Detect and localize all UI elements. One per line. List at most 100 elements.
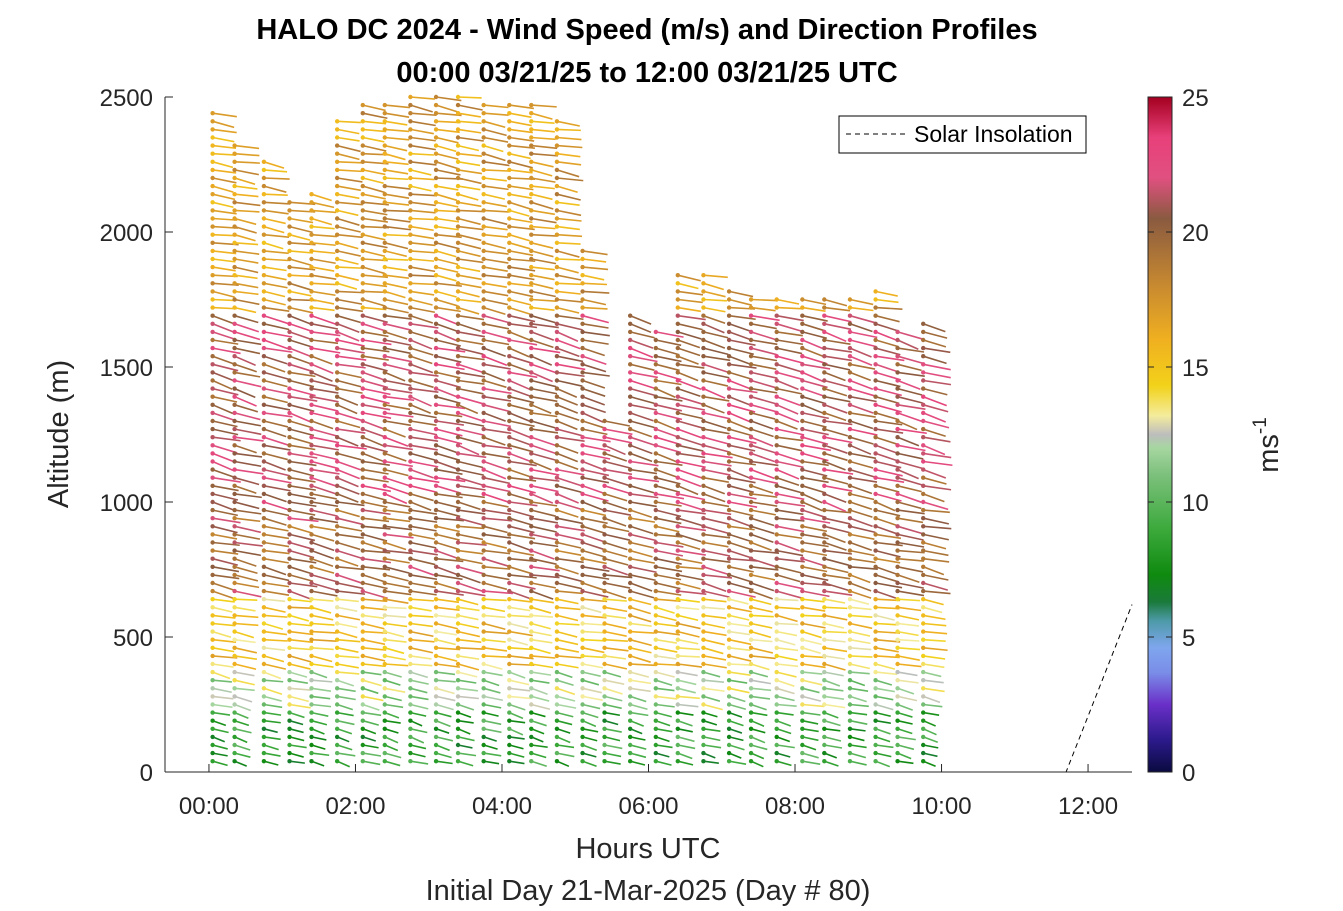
wind-vector-head	[873, 532, 878, 537]
wind-vector	[531, 574, 560, 579]
wind-vector	[849, 687, 869, 692]
wind-vector-head	[408, 572, 413, 578]
wind-vector	[582, 719, 597, 728]
wind-vector	[509, 274, 535, 281]
wind-vector-head	[554, 435, 560, 440]
wind-vector-head	[800, 362, 805, 367]
wind-vector-head	[433, 354, 439, 359]
wind-vector-head	[210, 564, 215, 569]
wind-vector-head	[822, 483, 827, 488]
wind-vector-head	[382, 597, 387, 602]
wind-vector-head	[408, 289, 413, 294]
wind-vector-head	[529, 111, 534, 116]
wind-vector	[849, 582, 872, 592]
wind-vector	[655, 525, 680, 533]
wind-vector-head	[921, 629, 926, 634]
wind-vector-head	[309, 362, 314, 367]
wind-vector-head	[433, 540, 439, 545]
wind-vector	[655, 347, 680, 356]
wind-vector-head	[822, 354, 827, 359]
wind-vector	[362, 679, 382, 687]
wind-vector	[703, 282, 724, 291]
wind-vector-head	[701, 516, 706, 521]
wind-vector-head	[774, 499, 779, 505]
wind-vector-head	[408, 321, 413, 326]
wind-vector-head	[408, 273, 413, 278]
wind-vector	[776, 428, 805, 436]
wind-vector-head	[726, 718, 732, 723]
wind-vector-head	[360, 435, 365, 440]
wind-vector-head	[309, 564, 314, 569]
wind-vector-head	[554, 394, 560, 399]
wind-vector	[263, 233, 290, 238]
wind-vector-head	[334, 345, 340, 351]
wind-vector	[311, 687, 332, 692]
wind-vector-head	[675, 750, 681, 756]
y-tick-label: 0	[140, 760, 153, 787]
wind-vector	[750, 387, 778, 394]
wind-vector	[582, 298, 607, 306]
wind-vector-head	[701, 645, 706, 650]
wind-vector	[630, 541, 655, 549]
wind-vector	[630, 736, 646, 741]
wind-vector-head	[507, 507, 512, 513]
wind-vector-head	[382, 297, 387, 302]
wind-vector	[509, 590, 533, 601]
wind-vector	[923, 752, 938, 758]
wind-vector	[311, 647, 334, 651]
wind-vector-head	[653, 734, 659, 740]
colorbar-tick-label: 10	[1182, 490, 1209, 517]
wind-vector-head	[309, 507, 314, 513]
wind-vector-head	[653, 410, 659, 416]
wind-vector	[212, 177, 237, 184]
wind-vector	[457, 598, 479, 606]
wind-vector-head	[602, 483, 607, 488]
wind-vector-head	[726, 418, 732, 424]
wind-vector-head	[360, 669, 365, 675]
wind-vector-head	[800, 621, 805, 626]
wind-vector	[655, 638, 677, 644]
wind-vector-head	[309, 588, 314, 594]
wind-vector	[750, 493, 778, 498]
wind-vector-head	[726, 588, 732, 594]
wind-vector	[234, 476, 260, 486]
wind-vector	[728, 444, 756, 452]
chart-subtitle: 00:00 03/21/25 to 12:00 03/21/25 UTC	[396, 57, 897, 89]
wind-vector	[750, 460, 779, 467]
wind-vector-head	[627, 516, 633, 521]
wind-vector-head	[701, 507, 706, 513]
wind-vector-head	[921, 410, 926, 416]
wind-vector	[234, 711, 249, 720]
wind-vector	[384, 630, 405, 638]
wind-vector	[824, 533, 846, 544]
wind-vector-head	[800, 637, 805, 642]
wind-vector	[508, 728, 524, 736]
wind-vector-head	[800, 305, 805, 310]
wind-vector-head	[701, 540, 706, 545]
wind-vector	[336, 242, 359, 250]
wind-vector-head	[580, 386, 585, 391]
wind-vector-head	[774, 459, 779, 464]
wind-vector-head	[774, 297, 779, 302]
wind-vector	[897, 687, 915, 695]
wind-vector	[384, 533, 414, 539]
wind-vector-head	[309, 313, 314, 318]
wind-vector-head	[261, 572, 267, 578]
wind-vector	[582, 412, 604, 423]
wind-vector-head	[232, 718, 237, 723]
wind-vector-head	[287, 597, 292, 602]
wind-vector	[556, 177, 584, 182]
wind-vector	[728, 509, 754, 517]
wind-vector	[362, 404, 391, 411]
wind-vector	[582, 290, 610, 294]
wind-vector-head	[507, 726, 512, 731]
wind-vector	[655, 703, 675, 708]
wind-vector	[457, 104, 483, 111]
wind-vector	[776, 606, 801, 610]
wind-vector-head	[748, 661, 754, 667]
wind-vector	[703, 663, 727, 669]
wind-vector	[776, 687, 795, 695]
wind-vector-head	[675, 516, 681, 521]
wind-vector-head	[287, 248, 292, 254]
wind-vector-head	[748, 702, 754, 707]
